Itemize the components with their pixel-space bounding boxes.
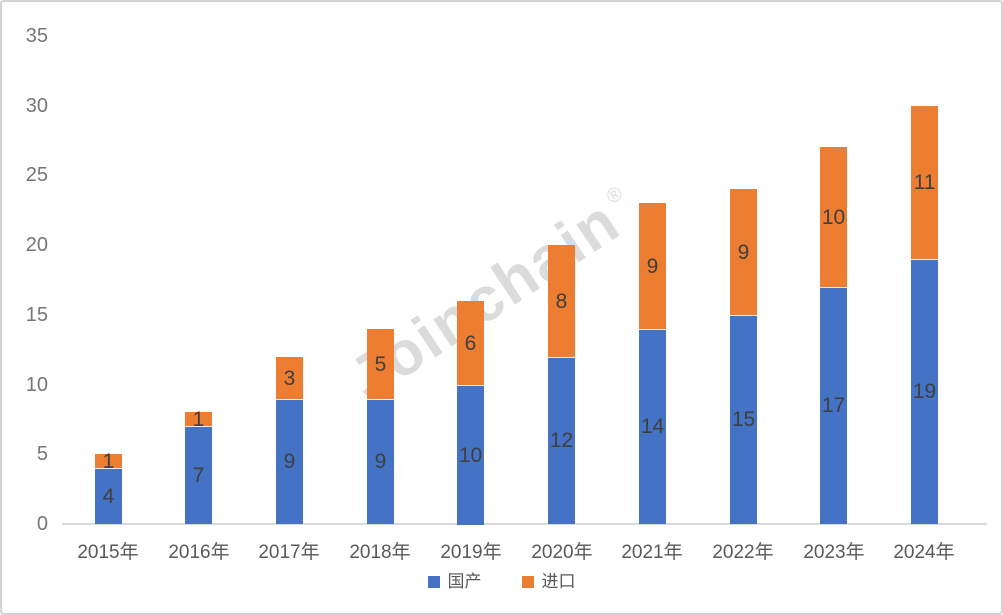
data-label-import: 3 <box>283 366 296 390</box>
data-label-import: 8 <box>555 289 568 313</box>
x-tick-label: 2023年 <box>803 542 865 563</box>
bar-segment-import: 5 <box>367 329 394 400</box>
bar-segment-domestic: 9 <box>276 398 303 524</box>
legend-item-domestic: 国产 <box>427 572 482 591</box>
y-tick-label: 0 <box>36 513 48 535</box>
y-tick-label: 10 <box>25 374 48 396</box>
x-tick-label: 2019年 <box>440 542 502 563</box>
x-tick-label: 2018年 <box>349 542 411 563</box>
bar-segment-domestic: 14 <box>639 329 666 524</box>
y-tick-label: 20 <box>25 234 48 256</box>
data-label-import: 9 <box>646 254 659 278</box>
bar-segment-import: 1 <box>185 407 212 431</box>
bar-segment-import: 10 <box>820 147 847 288</box>
x-tick-label: 2020年 <box>531 542 593 563</box>
y-tick-label: 25 <box>25 164 48 186</box>
data-label-import: 5 <box>374 352 387 376</box>
data-label-import: 6 <box>464 331 477 355</box>
bar-segment-import: 8 <box>548 245 575 358</box>
y-tick-label: 30 <box>25 95 48 117</box>
data-label-import: 9 <box>737 240 750 264</box>
bar-segment-domestic: 15 <box>730 315 757 524</box>
x-tick-label: 2024年 <box>893 542 955 563</box>
bar-segment-import: 1 <box>95 449 122 473</box>
data-label-domestic: 9 <box>283 449 296 473</box>
legend-marker-icon <box>427 575 440 588</box>
data-label-domestic: 15 <box>731 408 756 431</box>
x-tick-label: 2022年 <box>712 542 774 563</box>
legend-label: 进口 <box>541 572 576 591</box>
bar-segment-import: 11 <box>911 106 938 260</box>
data-label-domestic: 12 <box>549 429 574 452</box>
data-label-domestic: 10 <box>458 443 483 467</box>
data-label-domestic: 4 <box>102 484 115 508</box>
x-axis-line <box>62 523 987 525</box>
y-tick-label: 35 <box>25 25 48 47</box>
x-tick-label: 2015年 <box>77 542 139 563</box>
legend-label: 国产 <box>447 572 482 591</box>
y-tick-label: 15 <box>25 304 48 326</box>
legend-marker-icon <box>521 575 534 588</box>
bar-segment-domestic: 17 <box>820 287 847 524</box>
legend-item-import: 进口 <box>521 572 576 591</box>
x-tick-label: 2021年 <box>621 542 683 563</box>
bar-segment-import: 3 <box>276 357 303 400</box>
bar-segment-domestic: 19 <box>911 259 938 524</box>
data-label-domestic: 17 <box>821 394 846 417</box>
data-label-domestic: 19 <box>912 380 937 403</box>
data-label-import: 1 <box>102 449 115 473</box>
data-label-import: 10 <box>821 205 846 229</box>
bar-segment-domestic: 9 <box>367 398 394 524</box>
data-label-domestic: 14 <box>640 415 665 438</box>
data-label-domestic: 7 <box>192 463 205 487</box>
bar-segment-domestic: 12 <box>548 357 575 524</box>
bar-segment-import: 9 <box>639 203 666 330</box>
x-tick-label: 2017年 <box>258 542 320 563</box>
bar-segment-domestic: 7 <box>185 426 212 524</box>
data-label-domestic: 9 <box>374 449 387 473</box>
data-label-import: 11 <box>913 171 936 194</box>
y-tick-label: 5 <box>36 443 48 465</box>
bar-segment-domestic: 4 <box>95 468 122 524</box>
x-tick-label: 2016年 <box>168 542 230 563</box>
bar-segment-import: 6 <box>457 301 484 386</box>
bar-segment-import: 9 <box>730 189 757 316</box>
bar-segment-domestic: 10 <box>457 385 484 525</box>
legend: 国产 进口 <box>2 573 1001 590</box>
data-label-import: 1 <box>192 407 205 431</box>
